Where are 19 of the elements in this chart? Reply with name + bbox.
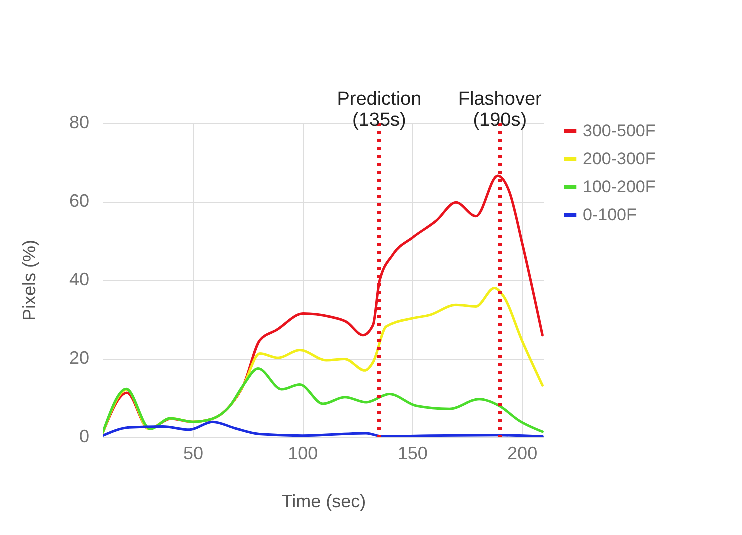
legend-label: 300-500F	[583, 122, 656, 140]
x-axis-title: Time (sec)	[282, 492, 366, 512]
x-tick-label: 50	[183, 444, 204, 464]
y-tick-label: 20	[69, 348, 90, 368]
y-axis-title: Pixels (%)	[19, 240, 40, 322]
y-tick-label: 60	[69, 191, 90, 211]
y-tick-label: 40	[69, 270, 90, 290]
x-tick-label: 200	[508, 444, 538, 464]
y-tick-label: 0	[79, 426, 90, 446]
x-tick-label: 100	[288, 444, 318, 464]
legend-label: 200-300F	[583, 150, 656, 168]
legend-label: 0-100F	[583, 206, 637, 224]
line-series	[103, 420, 544, 437]
y-tick-label: 80	[69, 112, 90, 132]
ref-line-label: Flashover (190s)	[458, 89, 543, 131]
ref-line-label: Prediction (135s)	[337, 89, 422, 131]
x-tick-label: 150	[398, 444, 428, 464]
legend-label: 100-200F	[583, 178, 656, 196]
line-series	[103, 367, 544, 434]
